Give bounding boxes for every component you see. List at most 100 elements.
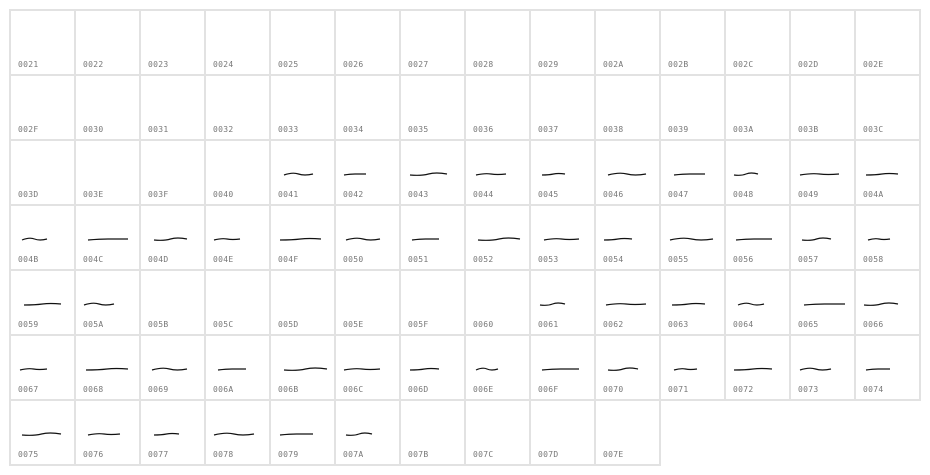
- glyph-cell[interactable]: 0037: [529, 74, 596, 141]
- glyph-cell[interactable]: 0052: [464, 204, 531, 271]
- glyph-cell[interactable]: 006F: [529, 334, 596, 401]
- glyph-cell[interactable]: 0021: [9, 9, 76, 76]
- glyph-cell[interactable]: 0057: [789, 204, 856, 271]
- glyph-cell[interactable]: 003F: [139, 139, 206, 206]
- glyph-cell[interactable]: 005C: [204, 269, 271, 336]
- glyph-cell[interactable]: 0059: [9, 269, 76, 336]
- glyph-cell[interactable]: 0027: [399, 9, 466, 76]
- glyph-cell[interactable]: 0070: [594, 334, 661, 401]
- glyph-cell[interactable]: 002D: [789, 9, 856, 76]
- glyph-cell[interactable]: 0026: [334, 9, 401, 76]
- glyph-cell[interactable]: 0031: [139, 74, 206, 141]
- glyph-cell[interactable]: 0040: [204, 139, 271, 206]
- glyph-cell[interactable]: 0039: [659, 74, 726, 141]
- glyph-cell[interactable]: 0049: [789, 139, 856, 206]
- glyph-cell[interactable]: 0041: [269, 139, 336, 206]
- glyph-cell[interactable]: 0073: [789, 334, 856, 401]
- glyph-cell[interactable]: 0047: [659, 139, 726, 206]
- glyph-cell[interactable]: 0055: [659, 204, 726, 271]
- glyph-cell[interactable]: 0036: [464, 74, 531, 141]
- glyph-cell[interactable]: 006D: [399, 334, 466, 401]
- glyph-cell[interactable]: 0028: [464, 9, 531, 76]
- glyph-cell[interactable]: 0033: [269, 74, 336, 141]
- glyph-cell[interactable]: 0075: [9, 399, 76, 466]
- glyph-cell[interactable]: 002E: [854, 9, 921, 76]
- glyph-cell[interactable]: 0066: [854, 269, 921, 336]
- glyph-cell[interactable]: 007D: [529, 399, 596, 466]
- glyph-code-label: 004B: [18, 255, 39, 264]
- glyph-cell[interactable]: 005E: [334, 269, 401, 336]
- glyph-cell[interactable]: 0042: [334, 139, 401, 206]
- glyph-cell[interactable]: 002C: [724, 9, 791, 76]
- glyph-cell[interactable]: 0072: [724, 334, 791, 401]
- glyph-cell[interactable]: 006B: [269, 334, 336, 401]
- glyph-cell[interactable]: 0078: [204, 399, 271, 466]
- glyph-cell[interactable]: 007C: [464, 399, 531, 466]
- glyph-cell[interactable]: 003A: [724, 74, 791, 141]
- glyph-cell[interactable]: 0054: [594, 204, 661, 271]
- glyph-cell[interactable]: 006A: [204, 334, 271, 401]
- glyph-cell[interactable]: 004E: [204, 204, 271, 271]
- glyph-cell[interactable]: 0035: [399, 74, 466, 141]
- glyph-cell[interactable]: 004F: [269, 204, 336, 271]
- glyph-cell[interactable]: 005A: [74, 269, 141, 336]
- glyph-cell[interactable]: 004D: [139, 204, 206, 271]
- glyph-cell[interactable]: 0044: [464, 139, 531, 206]
- glyph-cell[interactable]: 0048: [724, 139, 791, 206]
- glyph-cell[interactable]: 0056: [724, 204, 791, 271]
- glyph-cell[interactable]: 0071: [659, 334, 726, 401]
- glyph-cell[interactable]: 0030: [74, 74, 141, 141]
- glyph-cell[interactable]: 0058: [854, 204, 921, 271]
- glyph-code-label: 0060: [473, 320, 494, 329]
- glyph-cell[interactable]: 0023: [139, 9, 206, 76]
- glyph-cell[interactable]: 0050: [334, 204, 401, 271]
- glyph-cell[interactable]: 002F: [9, 74, 76, 141]
- glyph-cell[interactable]: 0043: [399, 139, 466, 206]
- glyph-code-label: 0024: [213, 60, 234, 69]
- glyph-cell[interactable]: 0076: [74, 399, 141, 466]
- glyph-cell[interactable]: 004C: [74, 204, 141, 271]
- glyph-cell[interactable]: 0068: [74, 334, 141, 401]
- glyph-cell[interactable]: 003E: [74, 139, 141, 206]
- glyph-cell[interactable]: 007B: [399, 399, 466, 466]
- glyph-cell[interactable]: 0067: [9, 334, 76, 401]
- glyph-cell[interactable]: 007A: [334, 399, 401, 466]
- glyph-cell[interactable]: 0077: [139, 399, 206, 466]
- glyph-cell[interactable]: 0060: [464, 269, 531, 336]
- glyph-cell[interactable]: 0046: [594, 139, 661, 206]
- glyph-cell[interactable]: 0053: [529, 204, 596, 271]
- glyph-stroke-icon: [737, 302, 765, 306]
- glyph-cell[interactable]: 005F: [399, 269, 466, 336]
- glyph-cell[interactable]: 0045: [529, 139, 596, 206]
- glyph-cell[interactable]: 003C: [854, 74, 921, 141]
- glyph-cell[interactable]: 003B: [789, 74, 856, 141]
- glyph-cell[interactable]: 0029: [529, 9, 596, 76]
- glyph-cell[interactable]: 0034: [334, 74, 401, 141]
- glyph-cell[interactable]: 0063: [659, 269, 726, 336]
- glyph-cell[interactable]: 004A: [854, 139, 921, 206]
- glyph-code-label: 006B: [278, 385, 299, 394]
- glyph-cell[interactable]: 0074: [854, 334, 921, 401]
- glyph-cell[interactable]: 005B: [139, 269, 206, 336]
- glyph-code-label: 002B: [668, 60, 689, 69]
- glyph-cell[interactable]: 0061: [529, 269, 596, 336]
- glyph-cell[interactable]: 002B: [659, 9, 726, 76]
- glyph-cell[interactable]: 0065: [789, 269, 856, 336]
- glyph-cell[interactable]: 004B: [9, 204, 76, 271]
- glyph-cell[interactable]: 007E: [594, 399, 661, 466]
- glyph-cell[interactable]: 003D: [9, 139, 76, 206]
- glyph-cell[interactable]: 0069: [139, 334, 206, 401]
- glyph-cell[interactable]: 006E: [464, 334, 531, 401]
- glyph-cell[interactable]: 0022: [74, 9, 141, 76]
- glyph-cell[interactable]: 0025: [269, 9, 336, 76]
- glyph-cell[interactable]: 006C: [334, 334, 401, 401]
- glyph-cell[interactable]: 0064: [724, 269, 791, 336]
- glyph-cell[interactable]: 005D: [269, 269, 336, 336]
- glyph-cell[interactable]: 0024: [204, 9, 271, 76]
- glyph-cell[interactable]: 002A: [594, 9, 661, 76]
- glyph-cell[interactable]: 0051: [399, 204, 466, 271]
- glyph-cell[interactable]: 0079: [269, 399, 336, 466]
- glyph-cell[interactable]: 0032: [204, 74, 271, 141]
- glyph-cell[interactable]: 0062: [594, 269, 661, 336]
- glyph-cell[interactable]: 0038: [594, 74, 661, 141]
